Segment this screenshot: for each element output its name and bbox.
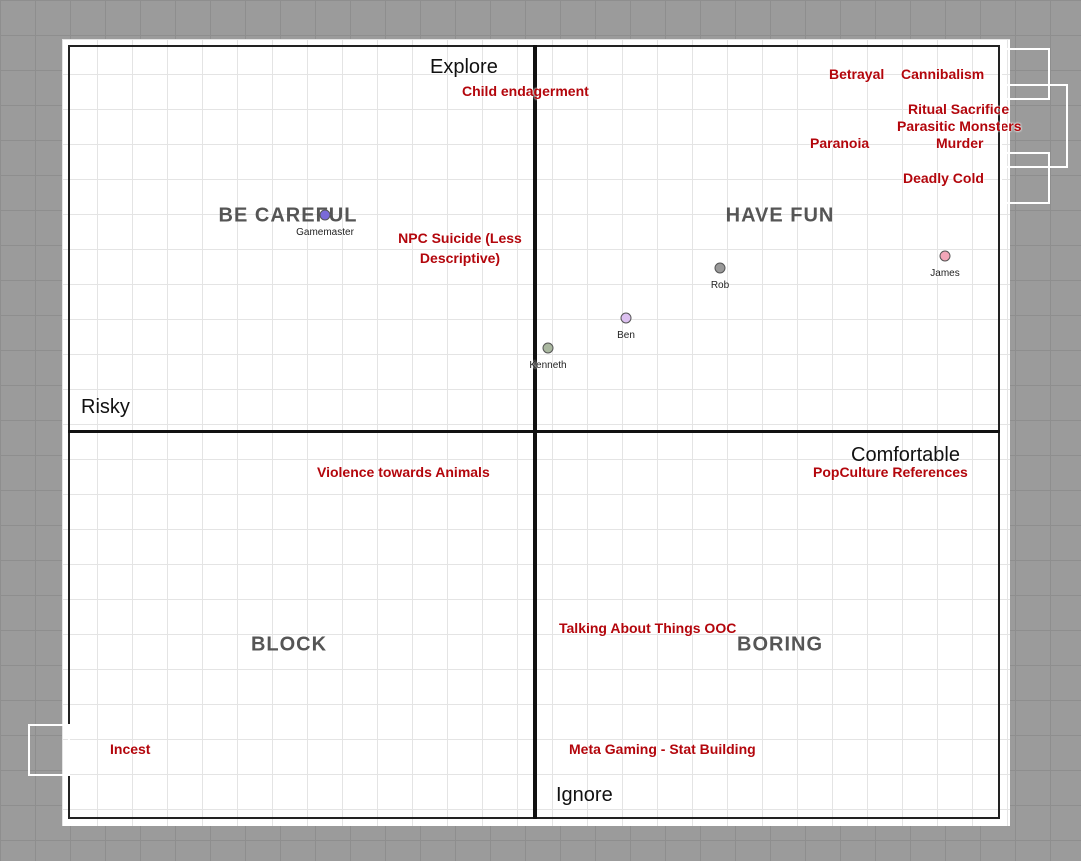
horizontal-axis (68, 430, 1000, 433)
quadrant-label: HAVE FUN (725, 204, 835, 227)
topic-token[interactable]: Child endagerment (462, 83, 589, 99)
topic-token[interactable]: Talking About Things OOC (559, 620, 737, 636)
axis-label: Risky (81, 396, 130, 418)
topic-token[interactable]: PopCulture References (813, 464, 968, 480)
topic-token[interactable]: Violence towards Animals (317, 464, 490, 480)
topic-token[interactable]: Incest (110, 741, 151, 757)
player-name: Rob (710, 280, 730, 291)
topic-token[interactable]: Cannibalism (901, 66, 985, 82)
topic-token[interactable]: Murder (936, 135, 984, 151)
player-token[interactable] (939, 250, 951, 262)
player-token[interactable] (620, 312, 632, 324)
player-name: Kenneth (529, 360, 567, 371)
player-token[interactable] (714, 262, 726, 274)
axis-label: Explore (430, 56, 498, 78)
selection-box (28, 724, 70, 776)
topic-token[interactable]: Ritual Sacrifice (908, 101, 1010, 117)
player-name: Gamemaster (296, 227, 354, 238)
quadrant-label: BE CAREFUL (218, 204, 358, 227)
selection-box (1000, 84, 1068, 168)
axis-label: Comfortable (851, 444, 960, 466)
topic-token[interactable]: Parasitic Monsters (897, 118, 1022, 134)
player-token[interactable] (542, 342, 554, 354)
topic-token[interactable]: Paranoia (810, 135, 870, 151)
player-name: Ben (617, 330, 635, 341)
topic-token[interactable]: Deadly Cold (903, 170, 984, 186)
selection-box (1000, 48, 1050, 100)
quadrant-label: BORING (737, 633, 823, 656)
player-name: James (930, 268, 960, 279)
quadrant-label: BLOCK (250, 633, 328, 656)
topic-token[interactable]: Betrayal (829, 66, 885, 82)
topic-token[interactable]: NPC Suicide (Less Descriptive) (398, 230, 522, 266)
topic-token[interactable]: Meta Gaming - Stat Building (569, 741, 756, 757)
player-token[interactable] (319, 209, 331, 221)
axis-label: Ignore (556, 784, 613, 806)
selection-box (1000, 152, 1050, 204)
